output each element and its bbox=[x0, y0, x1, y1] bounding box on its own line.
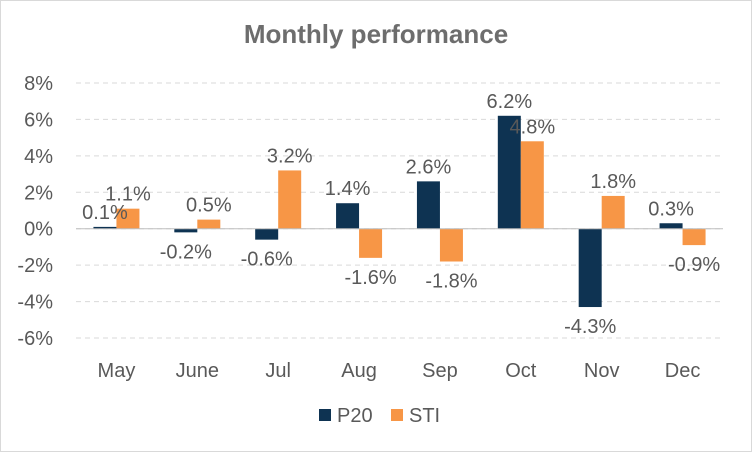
bar-sti bbox=[116, 208, 140, 229]
bar-sti bbox=[439, 228, 463, 262]
data-label-p20: -4.3% bbox=[564, 316, 616, 338]
x-tick-label: Aug bbox=[341, 360, 377, 382]
bar-sti bbox=[601, 195, 625, 229]
bar-sti bbox=[278, 170, 302, 229]
x-tick-label: Oct bbox=[505, 360, 537, 382]
legend-swatch bbox=[391, 409, 403, 421]
data-label-sti: 1.8% bbox=[590, 171, 636, 193]
y-tick-label: 2% bbox=[24, 182, 53, 204]
x-tick-label: Jul bbox=[265, 360, 291, 382]
y-tick-label: 8% bbox=[24, 73, 53, 95]
data-label-p20: 0.1% bbox=[82, 202, 128, 224]
chart-title: Monthly performance bbox=[243, 19, 509, 49]
y-tick-label: -2% bbox=[17, 255, 53, 277]
data-label-sti: 3.2% bbox=[267, 145, 313, 167]
data-label-p20: 1.4% bbox=[325, 178, 371, 200]
data-label-sti: 0.5% bbox=[186, 195, 232, 217]
y-tick-label: -4% bbox=[17, 292, 53, 314]
data-label-p20: 2.6% bbox=[406, 156, 452, 178]
data-label-p20: -0.6% bbox=[241, 249, 293, 271]
bar-sti bbox=[359, 228, 383, 258]
data-label-sti: -1.8% bbox=[425, 271, 477, 293]
data-label-sti: 1.1% bbox=[105, 184, 151, 206]
bar-p20 bbox=[659, 223, 683, 229]
bar-p20 bbox=[174, 228, 198, 233]
data-label-sti: -1.6% bbox=[344, 267, 396, 289]
y-tick-label: -6% bbox=[17, 328, 53, 350]
bar-p20 bbox=[497, 115, 521, 229]
legend-label: STI bbox=[409, 405, 440, 427]
bars bbox=[93, 115, 706, 308]
bar-sti bbox=[197, 219, 221, 229]
x-tick-label: May bbox=[98, 360, 136, 382]
y-tick-label: 6% bbox=[24, 109, 53, 131]
bar-sti bbox=[520, 141, 544, 229]
bar-p20 bbox=[255, 228, 279, 240]
bar-sti bbox=[682, 228, 706, 246]
data-label-p20: 6.2% bbox=[487, 91, 533, 113]
data-label-sti: 4.8% bbox=[510, 116, 556, 138]
x-tick-label: Dec bbox=[665, 360, 701, 382]
x-tick-label: Sep bbox=[422, 360, 458, 382]
data-label-p20: 0.3% bbox=[648, 198, 694, 220]
bar-p20 bbox=[93, 226, 117, 229]
bar-p20 bbox=[578, 228, 602, 308]
data-label-p20: -0.2% bbox=[160, 241, 212, 263]
axes: 8% 6% 4% 2% 0% -2% -4% -6% May June Jul Aug Sep Oct No… bbox=[17, 73, 723, 382]
bar-p20 bbox=[416, 181, 440, 229]
y-tick-label: 0% bbox=[24, 219, 53, 241]
gridlines bbox=[76, 82, 723, 339]
bar-p20 bbox=[336, 203, 360, 229]
legend-swatch bbox=[319, 409, 331, 421]
data-labels: 0.1% -0.2% -0.6% 1.4% 2.6% 6.2% -4.3% 0.3% 1.1% 0… bbox=[82, 91, 720, 338]
data-label-sti: -0.9% bbox=[668, 254, 720, 276]
legend-label: P20 bbox=[337, 405, 373, 427]
x-tick-label: June bbox=[176, 360, 219, 382]
legend: P20 STI bbox=[319, 405, 440, 427]
x-tick-label: Nov bbox=[584, 360, 620, 382]
y-tick-label: 4% bbox=[24, 146, 53, 168]
